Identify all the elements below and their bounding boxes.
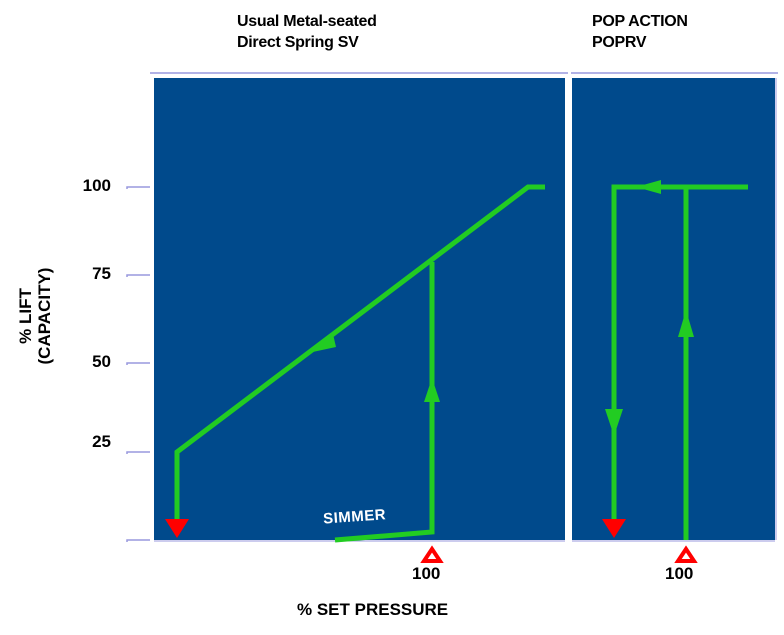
ytick-mark-0	[126, 539, 150, 542]
right-panel	[572, 78, 775, 540]
y-axis-label-line-1: % LIFT	[16, 288, 35, 344]
simmer-annotation: SIMMER	[323, 506, 387, 527]
up-arrow-icon	[424, 378, 440, 402]
left-opening-curve	[334, 262, 435, 543]
ytick-75: 75	[92, 264, 111, 283]
left-xtick-100: 100	[412, 564, 441, 583]
y-tick-marks	[126, 186, 150, 542]
left-closing-curve	[174, 184, 545, 527]
ytick-25: 25	[92, 432, 111, 451]
ytick-mark-100	[126, 186, 150, 189]
ytick-50: 50	[92, 352, 111, 371]
set-pressure-marker-icon	[420, 545, 444, 563]
ytick-100: 100	[82, 176, 111, 195]
ytick-mark-25	[126, 451, 150, 454]
y-axis-label-line-2: (CAPACITY)	[35, 267, 54, 365]
left-title-line-2: Direct Spring SV	[237, 34, 359, 51]
down-arrow-icon	[605, 409, 623, 436]
reseat-marker-icon	[602, 519, 626, 538]
left-panel	[154, 78, 565, 540]
y-axis-label: % LIFT (CAPACITY)	[16, 241, 54, 391]
left-arrow-icon	[636, 180, 661, 194]
down-slope-arrow-icon	[308, 334, 336, 353]
x-axis-label: % SET PRESSURE	[297, 600, 449, 619]
ytick-mark-50	[126, 362, 150, 365]
reseat-marker-icon	[165, 519, 189, 538]
ytick-mark-75	[126, 274, 150, 277]
set-pressure-marker-icon	[674, 545, 698, 563]
left-title-line-1: Usual Metal-seated	[237, 13, 377, 30]
right-title-line-2: POPRV	[592, 34, 647, 51]
left-panel-title: Usual Metal-seated Direct Spring SV	[237, 11, 377, 53]
right-xtick-100: 100	[665, 564, 694, 583]
right-panel-title: POP ACTION POPRV	[592, 11, 688, 53]
right-title-line-1: POP ACTION	[592, 13, 688, 30]
up-arrow-icon	[678, 310, 694, 337]
